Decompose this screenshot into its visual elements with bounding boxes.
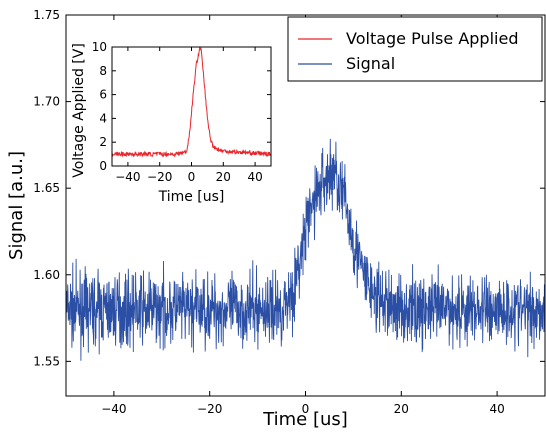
inset-x-tick-label: −40 — [115, 170, 140, 184]
x-axis-label: Time [us] — [262, 409, 348, 430]
x-tick-label: 40 — [489, 402, 504, 416]
legend: Voltage Pulse Applied Signal — [287, 16, 543, 82]
y-tick-label: 1.55 — [33, 354, 60, 368]
y-tick-label: 1.65 — [33, 181, 60, 195]
main-plot — [65, 138, 546, 361]
inset-y-tick-label: 4 — [99, 111, 107, 125]
inset-y-tick-label: 6 — [99, 88, 107, 102]
y-tick-label: 1.75 — [33, 8, 60, 22]
inset-y-tick-label: 8 — [99, 64, 107, 78]
inset-y-axis-label: Voltage Applied [V] — [71, 43, 87, 178]
inset-x-axis-label: Time [us] — [158, 189, 225, 205]
legend-box — [287, 16, 543, 82]
inset-plot — [111, 46, 272, 166]
legend-label: Voltage Pulse Applied — [346, 29, 518, 48]
inset-x-tick-label: 40 — [247, 170, 262, 184]
inset-x-tick-label: 0 — [188, 170, 196, 184]
inset-y-tick-label: 10 — [92, 40, 107, 54]
inset-x-tick-label: −20 — [147, 170, 172, 184]
y-tick-label: 1.60 — [33, 268, 60, 282]
x-tick-label: −40 — [101, 402, 126, 416]
inset-x-tick-label: 20 — [216, 170, 231, 184]
main-axes: −40 −20 0 20 401.551.601.651.701.75 — [33, 8, 546, 416]
x-tick-label: −20 — [197, 402, 222, 416]
voltage-pulse-series-line — [111, 46, 272, 158]
legend-label: Signal — [346, 54, 395, 73]
inset-y-tick-label: 2 — [99, 135, 107, 149]
y-tick-label: 1.70 — [33, 95, 60, 109]
x-tick-label: 20 — [394, 402, 409, 416]
inset-y-tick-label: 0 — [99, 159, 107, 173]
signal-series-line — [65, 138, 546, 361]
inset-axes: −40 −20 0 20 40 0 2 4 6 8 10 — [92, 40, 272, 184]
x-tick-label: 0 — [302, 402, 310, 416]
y-axis-label: Signal [a.u.] — [6, 151, 27, 260]
